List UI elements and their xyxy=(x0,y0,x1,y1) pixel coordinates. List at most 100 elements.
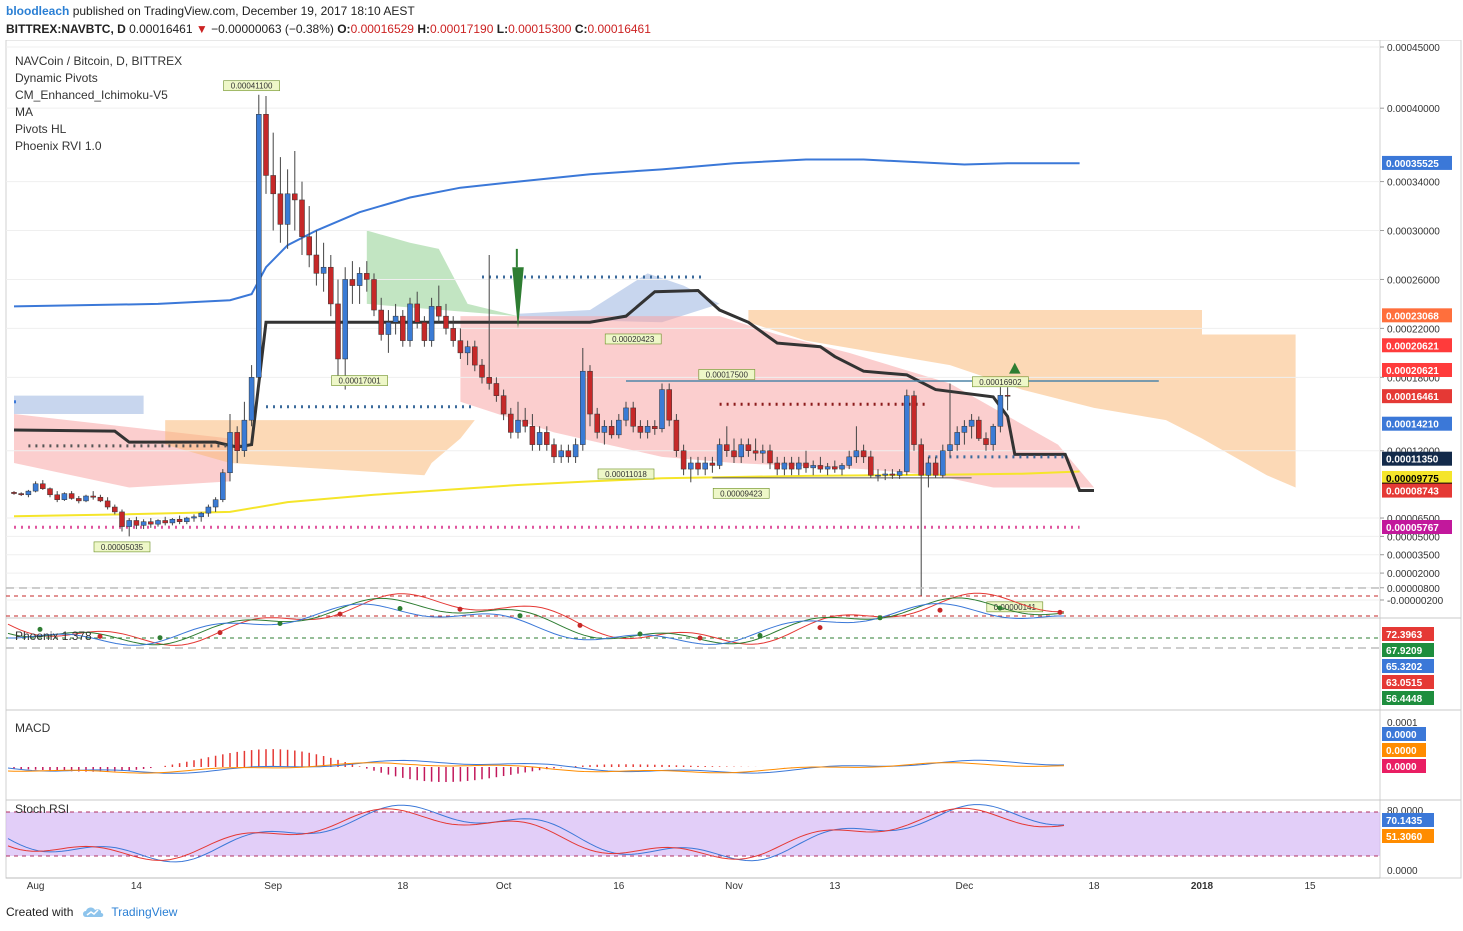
candle-down xyxy=(54,494,60,500)
candle-up xyxy=(760,450,766,454)
candle-down xyxy=(817,465,824,470)
candle-up xyxy=(925,462,932,476)
candle-down xyxy=(11,492,17,494)
time-axis-label: 16 xyxy=(613,881,625,892)
candle-down xyxy=(983,438,989,445)
price-tag xyxy=(1382,470,1452,485)
pivot-label: 0.00009423 xyxy=(720,489,763,498)
down-arrow-icon xyxy=(512,267,524,329)
candle-down xyxy=(493,383,500,396)
candle-down xyxy=(709,462,716,466)
candle-up xyxy=(184,517,190,522)
price-tag xyxy=(1382,362,1452,377)
candle-down xyxy=(313,254,320,274)
ichimoku-cloud-green xyxy=(366,230,518,317)
symbol-header: BITTREX:NAVBTC, D 0.00016461 ▼ −0.000000… xyxy=(6,22,651,36)
ichimoku-cloud-orange xyxy=(748,310,1296,488)
candle-down xyxy=(889,473,896,476)
candle-up xyxy=(601,426,608,433)
phoenix-dot xyxy=(457,606,463,612)
time-axis-label: Oct xyxy=(496,881,512,892)
price-tag xyxy=(1382,451,1452,466)
price-tag-label: 0.00020621 xyxy=(1386,366,1439,377)
candle-down xyxy=(270,175,276,195)
phoenix-dot xyxy=(817,625,823,631)
time-axis-label: Sep xyxy=(264,881,282,892)
down-arrow-icon: ▼ xyxy=(195,22,208,36)
price-tag-label: 0.00008743 xyxy=(1386,487,1439,498)
candle-down xyxy=(104,500,111,508)
ichimoku-cloud-blue xyxy=(14,395,144,415)
candle-up xyxy=(256,114,262,378)
pivot-label-box xyxy=(972,376,1029,388)
candle-down xyxy=(788,462,795,470)
price-tag-label: 0.00035525 xyxy=(1386,159,1439,170)
phoenix-dot xyxy=(517,613,523,619)
tradingview-link[interactable]: TradingView xyxy=(81,905,177,919)
pivot-label-box xyxy=(698,369,756,380)
candle-up xyxy=(904,395,910,472)
ohlc-value: 0.00016529 xyxy=(350,22,414,36)
candle-down xyxy=(306,236,312,256)
candle-down xyxy=(421,322,428,341)
price-tag xyxy=(1382,155,1452,170)
candle-down xyxy=(522,419,528,427)
time-axis-label: 2018 xyxy=(1191,881,1214,892)
up-arrow-icon xyxy=(1009,362,1021,374)
pivot-label-box xyxy=(597,468,655,480)
candle-up xyxy=(882,473,888,476)
candle-up xyxy=(961,426,968,433)
candle-down xyxy=(695,462,701,470)
ichimoku-cloud-red xyxy=(460,316,1094,488)
phoenix-line-green xyxy=(7,597,1065,646)
candle-up xyxy=(320,266,327,274)
candle-up xyxy=(241,419,248,451)
phoenix-dot xyxy=(877,615,883,621)
price-axis-label: 0.00002000 xyxy=(1387,569,1440,580)
phoenix-dot xyxy=(277,621,283,626)
candle-down xyxy=(472,346,478,366)
candle-up xyxy=(824,466,831,470)
candle-down xyxy=(1004,395,1011,397)
created-with-text: Created with xyxy=(6,905,74,919)
price-axis-label: 0.00034000 xyxy=(1387,178,1440,189)
phoenix-dot xyxy=(937,607,943,613)
phoenix-tag-label: 65.3202 xyxy=(1386,662,1423,673)
pivot-label-box xyxy=(223,80,280,92)
legend-item: CM_Enhanced_Ichimoku-V5 xyxy=(15,88,168,102)
price-axis-label: 0.00006500 xyxy=(1387,514,1440,525)
price-tag xyxy=(1382,519,1452,534)
price-axis-label: 0.00026000 xyxy=(1387,275,1440,286)
candle-down xyxy=(752,450,759,454)
candle-down xyxy=(508,413,514,433)
candle-down xyxy=(832,466,838,470)
down-arrow-icon xyxy=(515,248,518,268)
phoenix-tag-label: 72.3963 xyxy=(1386,630,1423,641)
price-tag-label: 0.00023068 xyxy=(1386,311,1439,322)
pivot-label: 0.00011018 xyxy=(605,470,647,479)
candle-down xyxy=(868,456,874,476)
macd-tag xyxy=(1382,759,1426,773)
phoenix-dot xyxy=(37,626,43,632)
candle-down xyxy=(457,340,464,354)
candle-up xyxy=(702,462,708,470)
candle-down xyxy=(335,303,341,360)
candle-down xyxy=(364,273,370,280)
price-tag-label: 0.00016461 xyxy=(1386,392,1439,403)
candle-down xyxy=(162,520,168,524)
macd-signal-line xyxy=(7,762,1065,774)
price-axis-label: 0.00022000 xyxy=(1387,324,1440,335)
macd-tag xyxy=(1382,727,1426,741)
candle-up xyxy=(616,419,622,436)
candle-up xyxy=(738,444,744,458)
trading-chart[interactable]: 0.00041100 0.00017001 0.00005035 0.00011018… xyxy=(0,40,1463,905)
pivot-label-box xyxy=(604,333,662,345)
candle-down xyxy=(292,193,298,201)
candle-up xyxy=(407,303,413,341)
price-axis-label: 0.00003500 xyxy=(1387,551,1440,562)
candle-up xyxy=(558,450,564,458)
time-axis-label: 18 xyxy=(397,881,409,892)
ohlc-value: 0.00015300 xyxy=(508,22,572,36)
legend-item: Phoenix RVI 1.0 xyxy=(15,139,102,153)
publisher-username[interactable]: bloodleach xyxy=(6,4,70,18)
